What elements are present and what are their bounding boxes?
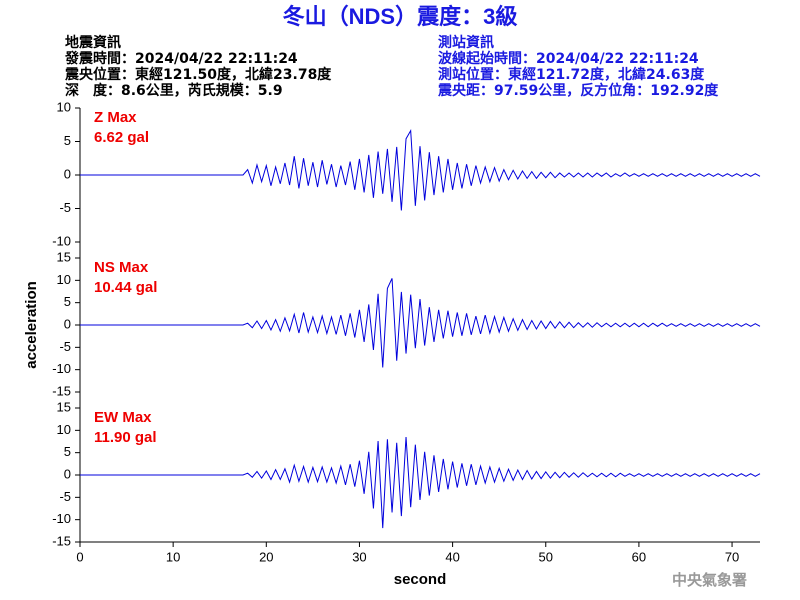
info-line: 測站資訊 [438, 34, 494, 51]
y-tick-label: -10 [52, 361, 71, 376]
y-tick-label: 5 [64, 133, 71, 148]
max-label: 6.62 gal [94, 129, 149, 146]
y-tick-label: -15 [52, 533, 71, 548]
y-tick-label: 10 [57, 99, 71, 114]
x-tick-label: 70 [725, 549, 739, 564]
y-tick-label: -10 [52, 511, 71, 526]
y-tick-label: 0 [64, 166, 71, 181]
y-tick-label: -10 [52, 233, 71, 248]
waveform [80, 128, 761, 211]
watermark: 中央氣象署 [672, 571, 747, 589]
x-tick-label: 30 [352, 549, 366, 564]
info-line: 震央位置：東經121.50度，北緯23.78度 [64, 66, 332, 83]
max-label: 11.90 gal [94, 429, 157, 446]
y-axis-label: acceleration [23, 281, 40, 369]
max-label: 10.44 gal [94, 279, 157, 296]
y-tick-label: 15 [57, 399, 71, 414]
y-tick-label: -15 [52, 383, 71, 398]
waveform [80, 436, 761, 529]
y-tick-label: 10 [57, 272, 71, 287]
y-tick-label: -5 [59, 339, 71, 354]
y-tick-label: 0 [64, 466, 71, 481]
panel-annotation: Z Max [94, 109, 137, 126]
x-tick-label: 60 [632, 549, 646, 564]
info-line: 發震時間：2024/04/22 22:11:24 [64, 50, 298, 67]
y-tick-label: 5 [64, 294, 71, 309]
panel-annotation: EW Max [94, 409, 152, 426]
x-tick-label: 0 [76, 549, 83, 564]
waveform [80, 278, 761, 368]
x-tick-label: 20 [259, 549, 273, 564]
y-tick-label: -5 [59, 489, 71, 504]
y-tick-label: -5 [59, 200, 71, 215]
y-tick-label: 15 [57, 249, 71, 264]
info-line: 深 度：8.6公里，芮氏規模：5.9 [65, 82, 283, 99]
x-tick-label: 40 [445, 549, 459, 564]
info-line: 波線起始時間：2024/04/22 22:11:24 [438, 50, 699, 67]
y-tick-label: 5 [64, 444, 71, 459]
info-line: 測站位置：東經121.72度，北緯24.63度 [438, 66, 705, 83]
y-tick-label: 0 [64, 316, 71, 331]
info-line: 震央距：97.59公里，反方位角：192.92度 [437, 82, 719, 99]
x-axis-label: second [394, 571, 447, 588]
info-line: 地震資訊 [65, 34, 121, 51]
panel-annotation: NS Max [94, 259, 149, 276]
x-tick-label: 10 [166, 549, 180, 564]
y-tick-label: 10 [57, 422, 71, 437]
x-tick-label: 50 [539, 549, 553, 564]
chart-title: 冬山（NDS）震度：3級 [283, 4, 518, 29]
